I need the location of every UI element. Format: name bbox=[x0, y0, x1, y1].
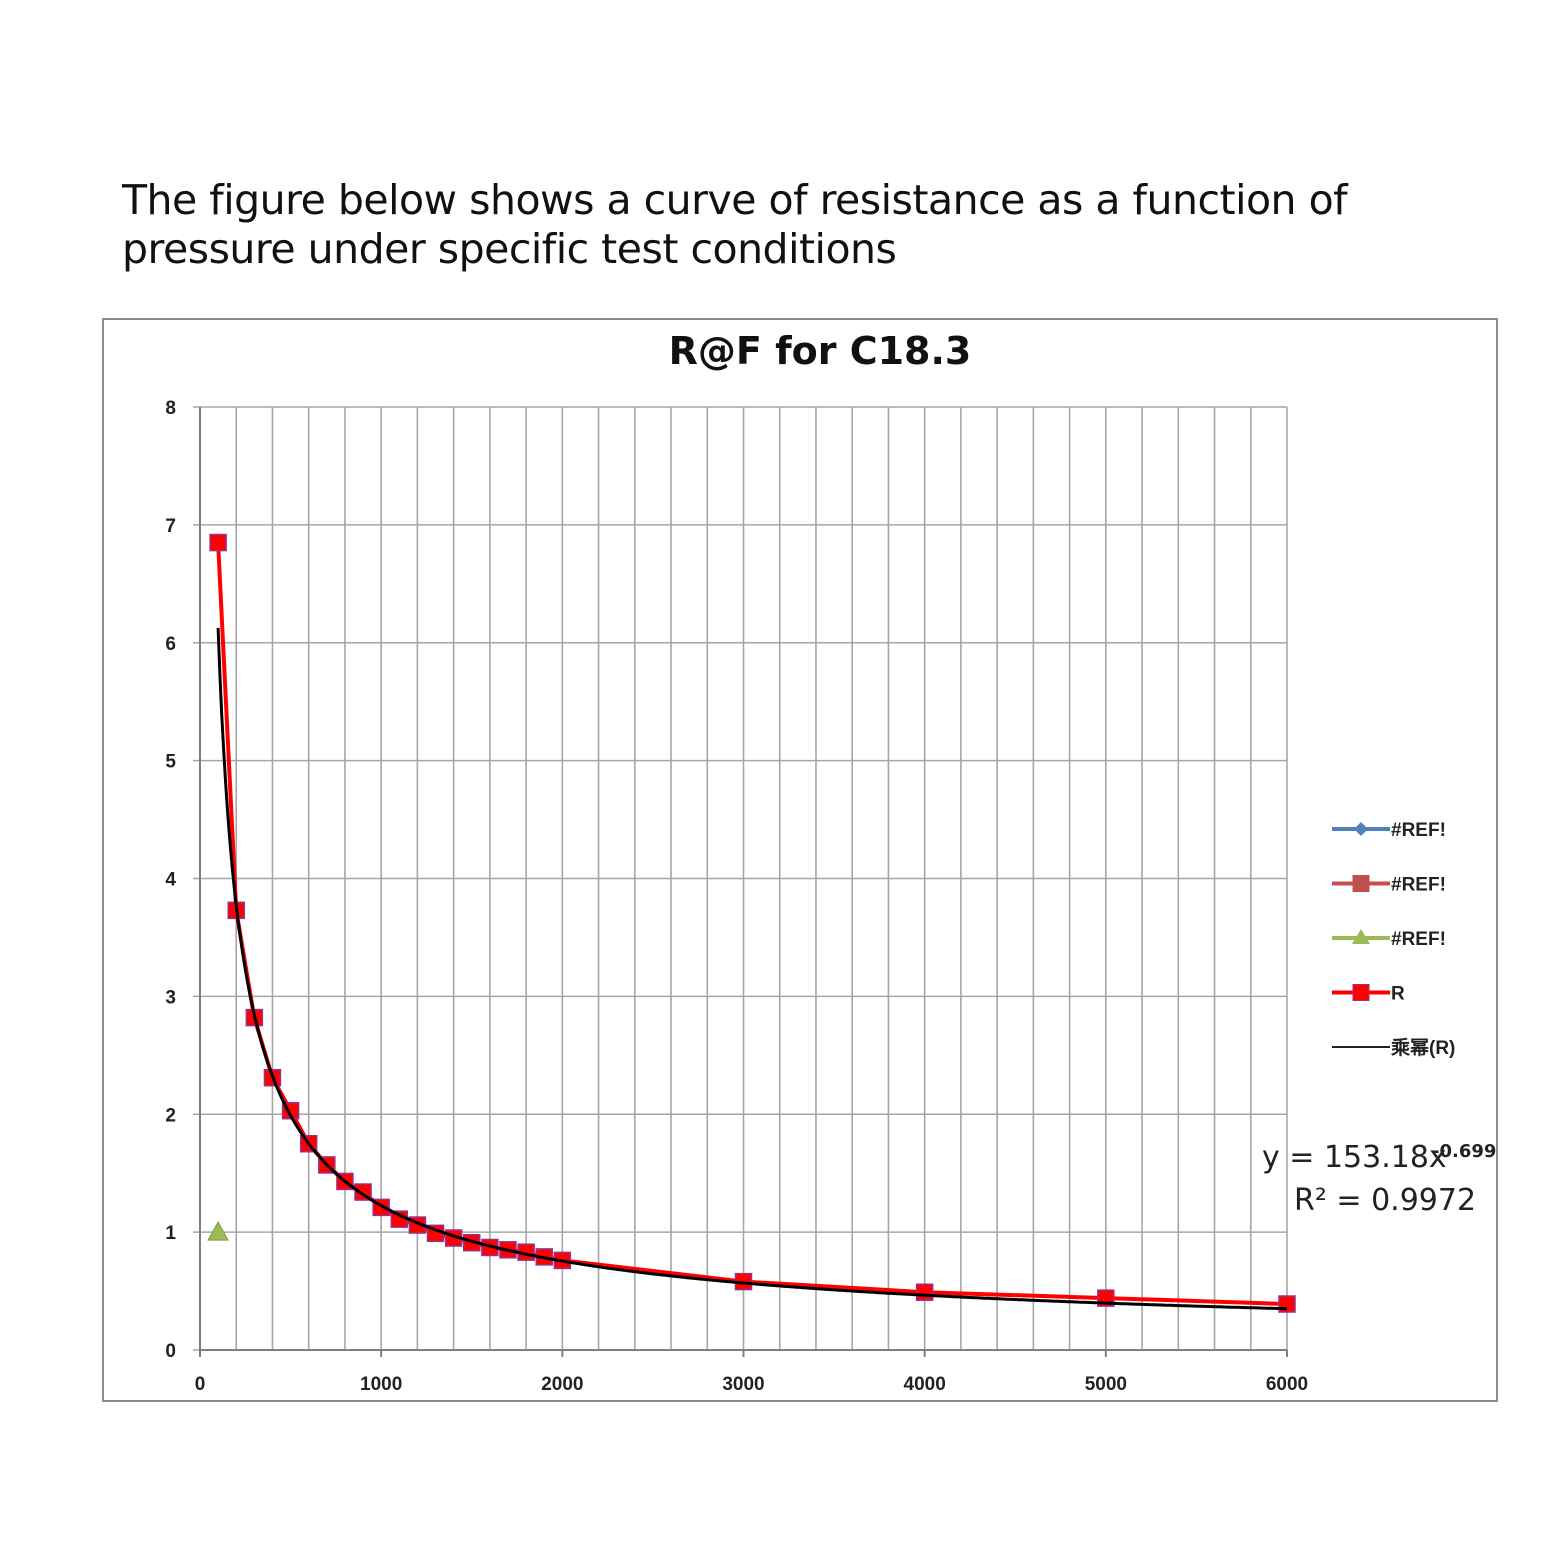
x-tick-label: 5000 bbox=[1085, 1374, 1127, 1395]
legend-label: R bbox=[1391, 984, 1405, 1005]
plot-area bbox=[207, 533, 1296, 1313]
legend-label: #REF! bbox=[1391, 929, 1446, 950]
trendline-annotation: y = 153.18x -0.699 R² = 0.9972 bbox=[1262, 1140, 1496, 1218]
equation-text: y = 153.18x bbox=[1262, 1140, 1447, 1175]
y-tick-label: 6 bbox=[165, 634, 176, 655]
x-tick-label: 2000 bbox=[541, 1374, 583, 1395]
series-triangle-marker bbox=[207, 1221, 229, 1241]
y-tick-label: 2 bbox=[165, 1105, 176, 1126]
x-tick-label: 6000 bbox=[1266, 1374, 1308, 1395]
power-trendline bbox=[216, 627, 1287, 1311]
y-tick-label: 7 bbox=[165, 516, 176, 537]
y-tick-label: 1 bbox=[165, 1223, 176, 1244]
legend: #REF! #REF! #REF! R 乘幂(R) bbox=[1332, 820, 1455, 1059]
legend-label: 乘幂(R) bbox=[1390, 1037, 1455, 1059]
y-tick-label: 3 bbox=[165, 987, 176, 1008]
legend-marker bbox=[1352, 984, 1370, 1001]
x-tick-label: 3000 bbox=[722, 1374, 764, 1395]
series-r-line bbox=[216, 542, 1288, 1306]
equation-exponent: -0.699 bbox=[1432, 1141, 1496, 1162]
legend-marker bbox=[1352, 929, 1370, 944]
x-tick-label: 0 bbox=[195, 1374, 206, 1395]
r-squared-text: R² = 0.9972 bbox=[1294, 1183, 1476, 1218]
chart-title: R@F for C18.3 bbox=[669, 329, 972, 373]
y-tick-label: 8 bbox=[165, 398, 176, 419]
legend-label: #REF! bbox=[1391, 875, 1446, 896]
figure-caption: The figure below shows a curve of resist… bbox=[122, 176, 1348, 273]
legend-marker bbox=[1354, 822, 1368, 836]
legend-label: #REF! bbox=[1391, 820, 1446, 841]
y-tick-label: 4 bbox=[165, 870, 176, 891]
x-tick-label: 1000 bbox=[360, 1374, 402, 1395]
tick-labels: 0 1000 2000 3000 4000 5000 6000 0 1 2 3 4 5 6 7 8 bbox=[165, 398, 1308, 1395]
series-r-marker bbox=[915, 1283, 934, 1301]
chart-frame bbox=[102, 318, 1498, 1402]
legend-marker bbox=[1352, 875, 1370, 892]
x-tick-label: 4000 bbox=[904, 1374, 946, 1395]
series-r-marker bbox=[209, 533, 227, 552]
y-tick-label: 0 bbox=[165, 1341, 176, 1362]
y-tick-label: 5 bbox=[165, 752, 176, 773]
grid bbox=[193, 406, 1288, 1351]
axes bbox=[199, 407, 1288, 1357]
